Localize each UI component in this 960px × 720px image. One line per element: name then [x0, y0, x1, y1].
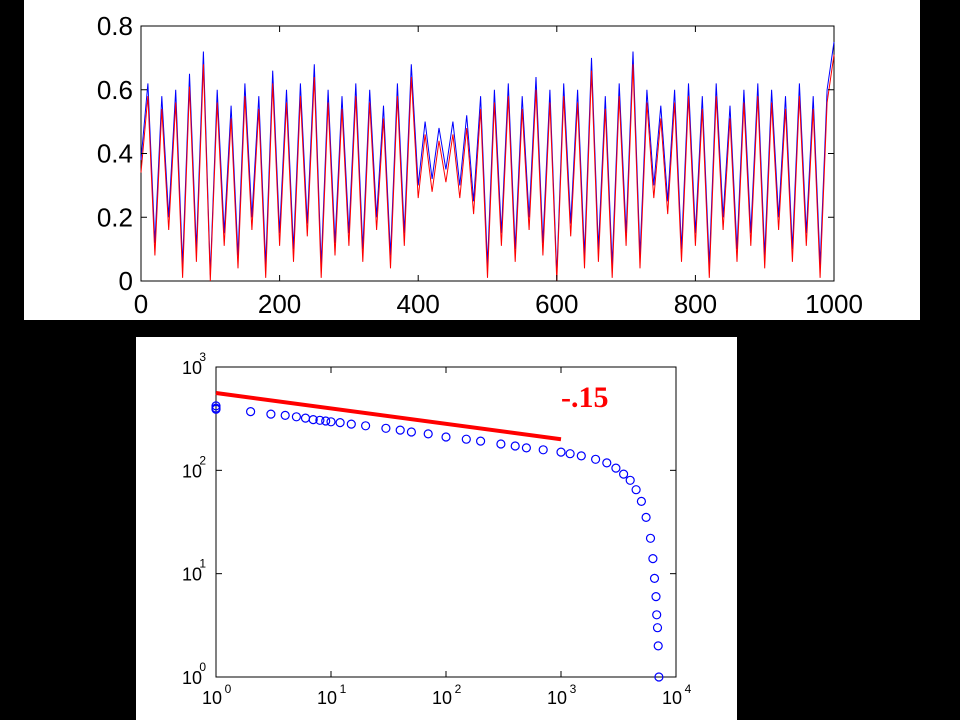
scatter-point	[538, 445, 548, 455]
x-tick-label: 1000	[805, 289, 863, 319]
x-tick-label: 600	[535, 289, 578, 319]
scatter-point	[361, 421, 371, 431]
fit-line	[215, 391, 562, 442]
x-tick-label: 200	[258, 289, 301, 319]
x-tick-label: 800	[674, 289, 717, 319]
x-tick-label-exp: 4	[685, 682, 692, 696]
scatter-point	[476, 436, 486, 446]
scatter-point	[625, 475, 635, 485]
scatter-point	[406, 427, 416, 437]
scatter-point	[521, 443, 531, 453]
scatter-point	[326, 417, 336, 427]
scatter-point	[556, 447, 566, 457]
time-series-chart: 0 0.2 0.4 0.6 0.8 0 200 400 600 800 1000	[97, 11, 863, 319]
scatter-point	[321, 416, 331, 426]
series-line-red	[140, 54, 835, 282]
x-tick-label-exp: 1	[340, 682, 347, 696]
x-tick-label-exp: 2	[455, 682, 462, 696]
x-tick-label-base: 10	[317, 688, 337, 708]
scatter-point	[291, 412, 301, 422]
scatter-point	[619, 469, 629, 479]
bottom-chart-panel: 10 0 10 1 10 2 10 3 10 0 10 1 10 2 10 3 10 4 -.15	[136, 337, 737, 720]
scatter-point	[591, 454, 601, 464]
scatter-point	[649, 573, 660, 583]
scatter-point	[280, 410, 290, 421]
top-chart-panel: 0 0.2 0.4 0.6 0.8 0 200 400 600 800 1000	[24, 0, 920, 320]
scatter-point	[645, 533, 656, 543]
scatter-point	[510, 441, 520, 451]
scatter-point	[423, 429, 433, 439]
x-tick-label: 400	[397, 289, 440, 319]
scatter-point	[381, 423, 391, 433]
y-tick-label-exp: 1	[199, 557, 206, 571]
scatter-point	[441, 432, 451, 442]
y-tick-label-exp: 3	[199, 350, 206, 364]
scatter-point	[245, 406, 256, 417]
scatter-point	[266, 409, 276, 419]
y-tick-label: 0.2	[97, 202, 133, 232]
x-tick-label-base: 10	[202, 688, 222, 708]
scatter-point	[315, 415, 325, 425]
x-tick-label-exp: 0	[225, 682, 232, 696]
y-tick-label: 0.8	[97, 11, 133, 41]
x-tick-label-exp: 3	[570, 682, 577, 696]
plot-area-frame	[140, 25, 835, 282]
scatter-point	[652, 610, 662, 620]
scatter-point	[653, 641, 663, 651]
scatter-point	[611, 463, 621, 473]
scatter-point	[496, 439, 506, 449]
scatter-point	[641, 512, 651, 522]
x-tick-label-base: 10	[662, 688, 682, 708]
y-tick-label-base: 10	[182, 565, 202, 585]
y-tick-label-base: 10	[182, 461, 202, 481]
y-tick-label: 0	[119, 266, 133, 296]
scatter-point	[636, 496, 646, 506]
scatter-point	[654, 672, 664, 682]
scatter-point	[565, 449, 575, 459]
scatter-point	[602, 458, 612, 468]
scatter-point	[335, 417, 345, 428]
y-tick-label-base: 10	[182, 668, 202, 688]
scatter-point	[308, 414, 318, 425]
y-tick-label: 0.4	[97, 139, 133, 169]
y-tick-label-exp: 0	[199, 660, 206, 674]
y-tick-label: 0.6	[97, 75, 133, 105]
x-tick-label-base: 10	[547, 688, 567, 708]
y-tick-label-base: 10	[182, 358, 202, 378]
x-tick-label-base: 10	[432, 688, 452, 708]
scatter-point	[652, 623, 663, 633]
scatter-point	[651, 592, 661, 602]
scatter-point	[395, 425, 405, 435]
x-tick-label: 0	[134, 289, 148, 319]
scatter-point	[648, 554, 658, 564]
y-tick-label-exp: 2	[199, 453, 206, 467]
scatter-point	[631, 485, 641, 495]
scatter-point	[211, 404, 221, 414]
slope-annotation: -.15	[561, 381, 609, 414]
scatter-point	[576, 451, 586, 461]
scatter-point	[346, 419, 356, 429]
scatter-point	[461, 434, 471, 444]
